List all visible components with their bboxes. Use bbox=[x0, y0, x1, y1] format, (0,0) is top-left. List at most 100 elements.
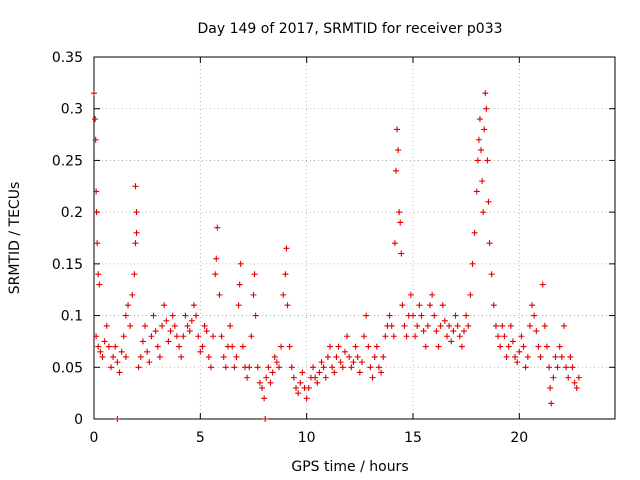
y-tick-label: 0.25 bbox=[52, 153, 83, 169]
y-axis-label: SRMTID / TECUs bbox=[7, 182, 23, 295]
data-point-marker bbox=[547, 384, 554, 391]
y-tick-label: 0.2 bbox=[61, 205, 83, 221]
x-tick-label: 20 bbox=[510, 430, 528, 446]
data-point-marker bbox=[132, 240, 139, 247]
data-point-marker bbox=[310, 364, 317, 371]
data-point-marker bbox=[205, 353, 212, 360]
y-tick-label: 0 bbox=[74, 412, 83, 428]
data-point-marker bbox=[565, 374, 572, 381]
data-point-marker bbox=[463, 312, 470, 319]
data-point-marker bbox=[486, 240, 493, 247]
data-point-marker bbox=[293, 384, 300, 391]
data-point-marker bbox=[231, 364, 238, 371]
data-point-marker bbox=[524, 353, 531, 360]
data-point-marker bbox=[320, 364, 327, 371]
data-point-marker bbox=[473, 188, 480, 195]
data-point-marker bbox=[437, 322, 444, 329]
data-point-marker bbox=[267, 379, 274, 386]
y-tick-label: 0.15 bbox=[52, 257, 83, 273]
data-point-marker bbox=[439, 302, 446, 309]
data-point-marker bbox=[93, 333, 100, 340]
data-point-marker bbox=[483, 105, 490, 112]
data-point-marker bbox=[173, 333, 180, 340]
y-tick-label: 0.05 bbox=[52, 360, 83, 376]
x-tick-label: 0 bbox=[90, 430, 99, 446]
data-point-marker bbox=[236, 281, 243, 288]
data-point-marker bbox=[169, 312, 176, 319]
data-point-marker bbox=[543, 343, 550, 350]
data-point-marker bbox=[148, 333, 155, 340]
data-point-marker bbox=[112, 343, 119, 350]
x-axis-label: GPS time / hours bbox=[291, 459, 408, 475]
data-point-marker bbox=[354, 353, 361, 360]
data-point-marker bbox=[195, 333, 202, 340]
data-point-marker bbox=[248, 333, 255, 340]
data-point-marker bbox=[108, 364, 115, 371]
data-point-marker bbox=[329, 364, 336, 371]
data-point-marker bbox=[485, 198, 492, 205]
data-point-marker bbox=[94, 240, 101, 247]
data-point-marker bbox=[398, 250, 405, 257]
data-point-marker bbox=[361, 333, 368, 340]
data-point-marker bbox=[522, 364, 529, 371]
data-point-marker bbox=[450, 328, 457, 335]
x-tick-label: 5 bbox=[196, 430, 205, 446]
data-point-marker bbox=[280, 291, 287, 298]
data-point-marker bbox=[199, 343, 206, 350]
data-point-marker bbox=[186, 328, 193, 335]
data-point-marker bbox=[569, 364, 576, 371]
data-point-marker bbox=[461, 328, 468, 335]
data-points bbox=[91, 90, 582, 422]
data-point-marker bbox=[518, 333, 525, 340]
data-point-marker bbox=[537, 353, 544, 360]
data-point-marker bbox=[229, 343, 236, 350]
data-point-marker bbox=[465, 322, 472, 329]
data-point-marker bbox=[129, 291, 136, 298]
plot-frame bbox=[93, 56, 616, 420]
data-point-marker bbox=[95, 343, 102, 350]
data-point-marker bbox=[391, 240, 398, 247]
data-point-marker bbox=[96, 281, 103, 288]
data-point-marker bbox=[278, 343, 285, 350]
data-point-marker bbox=[497, 343, 504, 350]
data-point-marker bbox=[435, 343, 442, 350]
data-point-marker bbox=[180, 333, 187, 340]
data-point-marker bbox=[452, 312, 459, 319]
data-point-marker bbox=[394, 126, 401, 133]
data-point-marker bbox=[305, 384, 312, 391]
data-point-marker bbox=[554, 364, 561, 371]
data-point-marker bbox=[103, 322, 110, 329]
data-point-marker bbox=[131, 271, 138, 278]
data-point-marker bbox=[392, 167, 399, 174]
data-point-marker bbox=[501, 333, 508, 340]
data-point-marker bbox=[358, 359, 365, 366]
y-tick-labels: 0 0.05 0.1 0.15 0.2 0.25 0.3 0.35 bbox=[52, 50, 83, 428]
data-point-marker bbox=[369, 374, 376, 381]
data-point-marker bbox=[273, 359, 280, 366]
data-point-marker bbox=[409, 312, 416, 319]
data-point-marker bbox=[256, 379, 263, 386]
data-point-marker bbox=[218, 333, 225, 340]
data-point-marker bbox=[495, 333, 502, 340]
data-point-marker bbox=[271, 353, 278, 360]
data-point-marker bbox=[396, 209, 403, 216]
y-tick-label: 0.1 bbox=[61, 309, 83, 325]
data-point-marker bbox=[235, 302, 242, 309]
data-point-marker bbox=[471, 229, 478, 236]
data-point-marker bbox=[144, 348, 151, 355]
data-point-marker bbox=[416, 302, 423, 309]
data-point-marker bbox=[541, 322, 548, 329]
data-point-marker bbox=[254, 364, 261, 371]
data-point-marker bbox=[331, 369, 338, 376]
data-point-marker bbox=[512, 353, 519, 360]
data-point-marker bbox=[288, 364, 295, 371]
data-point-marker bbox=[560, 322, 567, 329]
data-point-marker bbox=[378, 369, 385, 376]
data-point-marker bbox=[418, 312, 425, 319]
data-point-marker bbox=[479, 178, 486, 185]
data-point-marker bbox=[127, 322, 134, 329]
data-point-marker bbox=[125, 302, 132, 309]
data-point-marker bbox=[363, 312, 370, 319]
data-point-marker bbox=[431, 312, 438, 319]
data-point-marker bbox=[516, 348, 523, 355]
